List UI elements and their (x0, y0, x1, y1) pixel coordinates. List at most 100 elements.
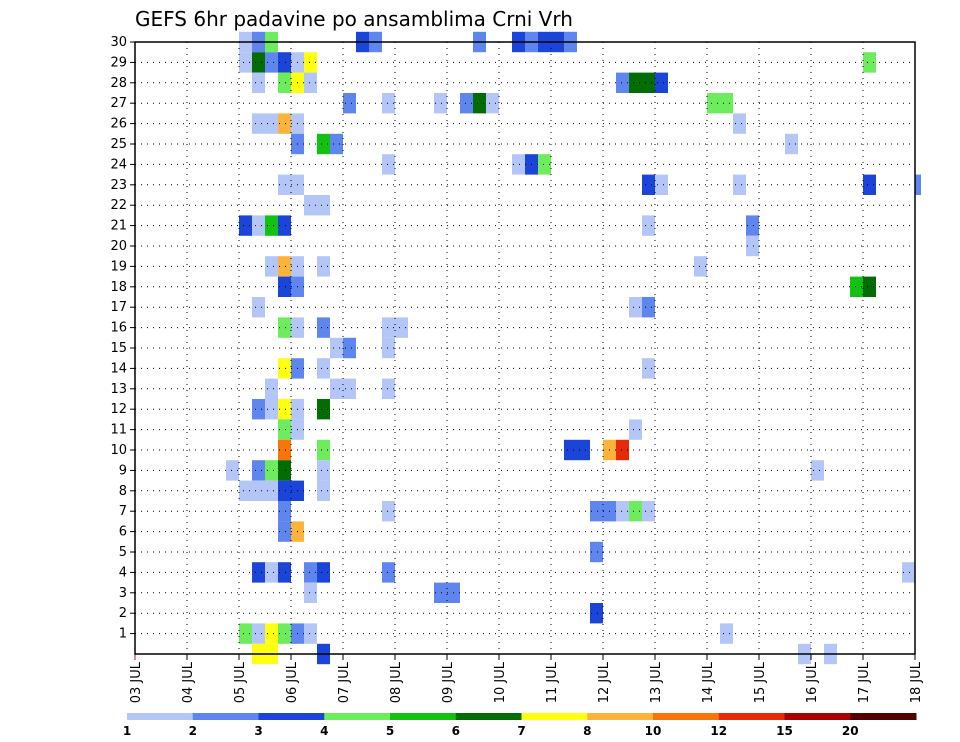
color-legend: 1 2 3 4 5 6 7 8 10 12 15 20 (123, 713, 917, 738)
heatmap-cell (317, 256, 330, 277)
heatmap-cell (460, 93, 473, 114)
heatmap-cell (434, 93, 447, 114)
y-tick-label: 22 (110, 198, 127, 213)
legend-swatch (390, 713, 457, 720)
heatmap-cell (278, 52, 291, 73)
heatmap-cell (642, 174, 655, 195)
heatmap-cell (746, 215, 759, 236)
legend-label: 4 (320, 724, 328, 738)
heatmap-cell (278, 399, 291, 420)
heatmap-cell (382, 154, 395, 175)
heatmap-cell (278, 256, 291, 277)
legend-swatch (455, 713, 522, 720)
heatmap-cell (265, 378, 278, 399)
y-tick-label: 24 (110, 157, 127, 172)
heatmap-cell (382, 317, 408, 338)
y-tick-label: 8 (119, 484, 127, 499)
x-tick-label: 18 JUL (909, 661, 924, 703)
heatmap-cell (265, 623, 278, 644)
heatmap-cell (252, 399, 265, 420)
heatmap-cell (616, 439, 629, 461)
heatmap-cell (304, 582, 317, 603)
legend-swatch (587, 713, 654, 720)
legend-label: 20 (842, 724, 859, 738)
legend-label: 10 (645, 724, 662, 738)
y-tick-label: 28 (110, 76, 127, 91)
heatmap-cell (733, 113, 746, 134)
heatmap-cell (343, 337, 356, 359)
heatmap-cell (304, 623, 317, 644)
heatmap-cell (512, 154, 525, 175)
legend-label: 6 (452, 724, 460, 738)
heatmap-cell (252, 113, 278, 134)
heatmap-cell (317, 562, 330, 583)
heatmap-cell (278, 562, 291, 583)
legend-label: 3 (254, 724, 262, 738)
x-tick-label: 04 JUL (181, 661, 196, 703)
y-tick-label: 13 (110, 382, 127, 397)
heatmap-cell (720, 623, 733, 644)
heatmap-cell (655, 72, 668, 93)
y-axis: 1234567891011121314151617181920212223242… (110, 35, 135, 642)
legend-swatch (653, 713, 720, 720)
x-tick-label: 05 JUL (233, 661, 248, 703)
heatmap-cell (746, 235, 759, 257)
heatmap-cell (265, 562, 278, 583)
heatmap-cell (382, 501, 395, 522)
heatmap-cell (538, 154, 551, 175)
legend-swatch (324, 713, 391, 720)
y-tick-label: 1 (119, 627, 127, 642)
x-tick-label: 10 JUL (493, 661, 508, 703)
heatmap-cell (382, 562, 395, 583)
heatmap-cell (382, 337, 395, 359)
heatmap-cell (278, 460, 291, 481)
heatmap-cells (226, 31, 921, 665)
y-tick-label: 29 (110, 55, 127, 70)
heatmap-cell (655, 174, 668, 195)
x-tick-label: 13 JUL (649, 661, 664, 703)
heatmap-cell (486, 93, 499, 114)
heatmap-cell (278, 72, 291, 93)
y-tick-label: 23 (110, 178, 127, 193)
legend-label: 15 (776, 724, 793, 738)
legend-swatch (258, 713, 325, 720)
heatmap-cell (317, 358, 330, 379)
legend-label: 1 (123, 724, 131, 738)
y-tick-label: 11 (110, 423, 127, 438)
heatmap-cell (317, 439, 330, 461)
heatmap-cell (863, 174, 876, 195)
y-tick-label: 12 (110, 402, 127, 417)
heatmap-cell (278, 358, 291, 379)
x-tick-label: 15 JUL (753, 661, 768, 703)
y-tick-label: 17 (110, 300, 127, 315)
heatmap-cell (239, 52, 252, 73)
heatmap-cell (694, 256, 707, 277)
x-axis: 03 JUL 04 JUL 05 JUL 06 JUL 07 JUL 08 JUL 09 J… (129, 654, 924, 703)
heatmap-cell (317, 317, 330, 338)
heatmap-cell (564, 439, 590, 461)
heatmap-cell (330, 133, 343, 155)
heatmap-cell (707, 93, 733, 114)
y-tick-label: 10 (110, 443, 127, 458)
y-tick-label: 2 (119, 606, 127, 621)
heatmap-cell (278, 317, 291, 338)
heatmap-cell (616, 501, 629, 522)
heatmap-cell (239, 623, 252, 644)
y-tick-label: 9 (119, 463, 127, 478)
y-tick-label: 4 (119, 565, 127, 580)
y-tick-label: 6 (119, 525, 127, 540)
legend-swatch (784, 713, 851, 720)
heatmap-cell (278, 623, 291, 644)
heatmap-cell (642, 297, 655, 318)
heatmap-cell (252, 72, 265, 93)
heatmap-cell (252, 297, 265, 318)
legend-swatch (718, 713, 785, 720)
heatmap-cell (278, 276, 291, 297)
heatmap-cell (629, 72, 655, 93)
heatmap-cell (330, 378, 356, 399)
legend-swatch (850, 713, 917, 720)
y-tick-label: 16 (110, 321, 127, 336)
x-tick-label: 03 JUL (129, 661, 144, 703)
heatmap-cell (278, 113, 291, 134)
grid-lines (135, 42, 915, 654)
